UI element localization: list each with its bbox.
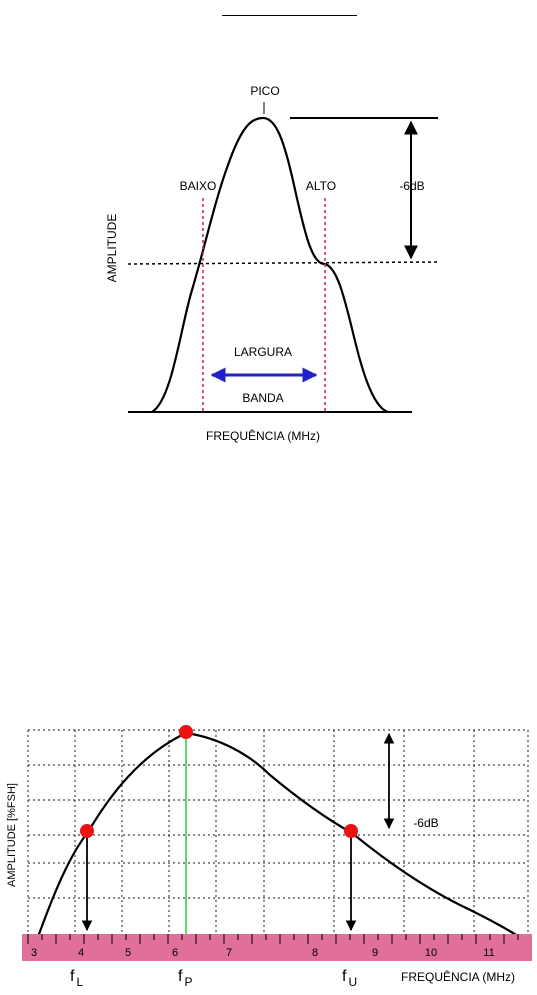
ruler-tick-label: 3 bbox=[31, 947, 37, 959]
peak-label: PICO bbox=[250, 84, 279, 98]
low-label: BAIXO bbox=[180, 179, 217, 193]
minus-6db-level-line bbox=[127, 261, 439, 265]
ruler-tick-label: 5 bbox=[125, 947, 131, 959]
ruler-tick-label: 7 bbox=[226, 947, 232, 959]
y-axis-label: AMPLITUDE bbox=[105, 214, 119, 283]
frequency-response-diagram: -6dB AMPLITUDE [%FSH] 3 4 5 6 7 8 9 10 1… bbox=[6, 725, 532, 989]
ruler-tick-label: 11 bbox=[483, 947, 494, 959]
bandwidth-diagram: PICO BAIXO ALTO -6dB AMPLITUDE LARGURA B… bbox=[105, 84, 439, 443]
ruler-labels: 3 4 5 6 7 8 9 10 11 bbox=[31, 947, 495, 959]
grid bbox=[27, 729, 529, 934]
ruler-tick-label: 4 bbox=[78, 947, 84, 959]
x-axis-label: FREQUÊNCIA (MHz) bbox=[206, 428, 320, 443]
response-curve bbox=[151, 116, 389, 414]
upper-cutoff-point bbox=[344, 824, 358, 838]
ruler-tick-label: 10 bbox=[425, 947, 437, 959]
db-label: -6dB bbox=[399, 179, 424, 193]
header-rule bbox=[222, 15, 357, 16]
peak-point bbox=[179, 725, 193, 739]
ruler-tick-label: 8 bbox=[312, 947, 318, 959]
db-label: -6dB bbox=[413, 816, 438, 830]
lower-cutoff-point bbox=[80, 824, 94, 838]
bandwidth-label-bottom: BANDA bbox=[242, 391, 283, 405]
high-label: ALTO bbox=[306, 179, 336, 193]
ruler-tick-label: 9 bbox=[372, 947, 378, 959]
ruler-tick-label: 6 bbox=[172, 947, 178, 959]
ruler-ticks bbox=[27, 934, 519, 944]
bandwidth-label-top: LARGURA bbox=[234, 345, 292, 359]
y-axis-label: AMPLITUDE [%FSH] bbox=[6, 783, 18, 887]
x-axis-label: FREQUÊNCIA (MHz) bbox=[401, 969, 515, 984]
frequency-ruler bbox=[22, 934, 532, 961]
